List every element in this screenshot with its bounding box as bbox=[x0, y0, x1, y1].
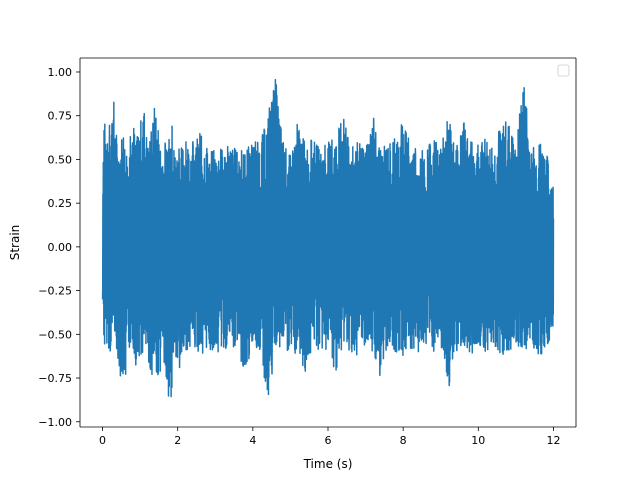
x-tick-label: 12 bbox=[546, 434, 560, 447]
x-axis-label: Time (s) bbox=[303, 457, 353, 471]
y-tick-label: 0.50 bbox=[48, 153, 73, 166]
y-tick-label: −0.50 bbox=[38, 328, 72, 341]
x-tick-label: 2 bbox=[174, 434, 181, 447]
y-tick-label: 1.00 bbox=[48, 66, 73, 79]
y-tick-label: 0.75 bbox=[48, 110, 73, 123]
y-tick-label: 0.25 bbox=[48, 197, 73, 210]
plot-area bbox=[101, 78, 555, 398]
y-tick-label: −0.75 bbox=[38, 372, 72, 385]
strain-series-line bbox=[101, 78, 555, 398]
y-tick-label: −0.25 bbox=[38, 285, 72, 298]
y-axis-label: Strain bbox=[8, 225, 22, 261]
x-tick-label: 4 bbox=[249, 434, 256, 447]
y-tick-label: 0.00 bbox=[48, 241, 73, 254]
x-tick-label: 10 bbox=[471, 434, 485, 447]
ticks: 0 2 4 6 8 10 12 −1.00 −0.75 −0.50 −0.25 0.00 0.25 0.5… bbox=[38, 66, 560, 447]
x-tick-label: 0 bbox=[99, 434, 106, 447]
y-tick-label: −1.00 bbox=[38, 416, 72, 429]
legend-box bbox=[557, 64, 570, 77]
x-tick-label: 6 bbox=[325, 434, 332, 447]
x-tick-label: 8 bbox=[400, 434, 407, 447]
